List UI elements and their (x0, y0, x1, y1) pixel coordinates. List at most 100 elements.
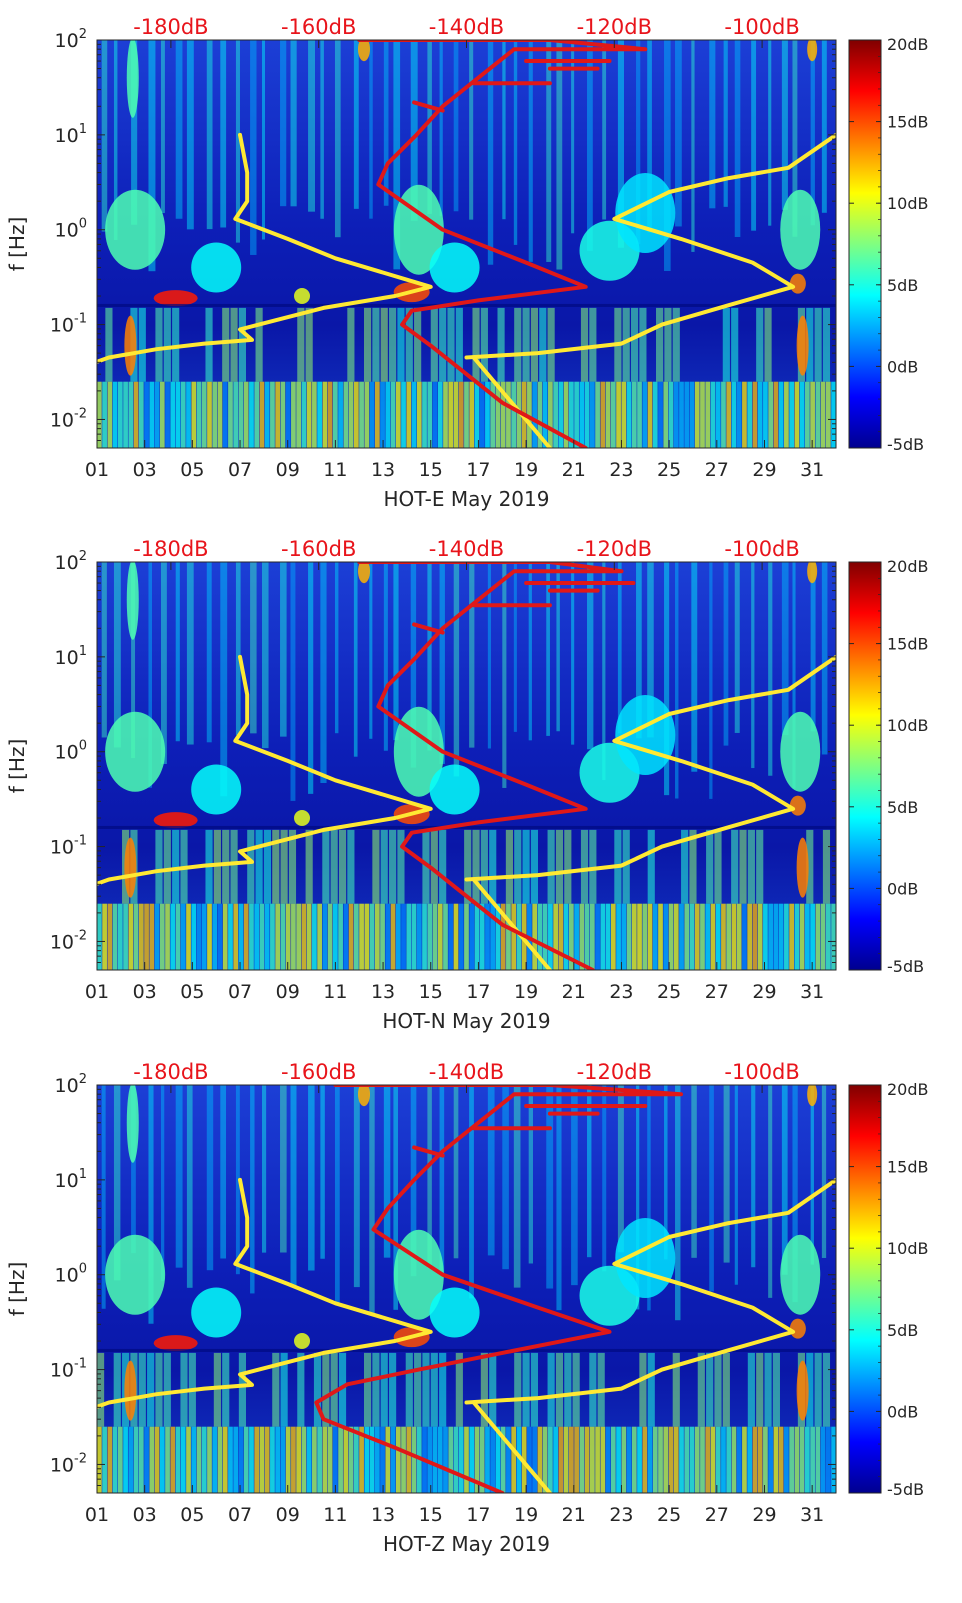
x-tick-label: 17 (466, 459, 490, 481)
colorbar-tick-label: 20dB (887, 35, 929, 54)
red-curve-6 (412, 1145, 445, 1158)
x-tick-label: 13 (371, 1504, 395, 1526)
red-curve-5 (357, 562, 624, 970)
x-tick-label: 01 (85, 459, 109, 481)
panel-1: 10-2 10-1 100 101 102 01 03 05 07 09 11 13 15 17 19 21 2… (5, 15, 929, 511)
y-tick-label: 100 (55, 217, 87, 242)
y-tick-label: 10-1 (50, 312, 87, 337)
x-tick-label: 09 (276, 1504, 300, 1526)
x-tick-label: 07 (228, 459, 252, 481)
panel-3: 10-2 10-1 100 101 102 01 03 05 07 09 11 13 15 17 19 21 2… (5, 1060, 929, 1556)
x-tick-label: 11 (323, 459, 347, 481)
x-tick-label: 19 (514, 459, 538, 481)
x-tick-label: 01 (85, 1504, 109, 1526)
x-tick-label: 29 (752, 981, 776, 1003)
x-tick-label: 21 (562, 981, 586, 1003)
x-tick-label: 29 (752, 1504, 776, 1526)
colorbar-tick-label: 0dB (887, 879, 918, 898)
colorbar-gradient (848, 561, 882, 971)
x-tick-label: 31 (800, 1504, 824, 1526)
colorbar-tick-label: 0dB (887, 1402, 918, 1421)
red-curve-6 (412, 622, 445, 635)
x-tick-label: 05 (180, 981, 204, 1003)
y-tick-label: 101 (55, 122, 87, 147)
x-tick-label: 27 (705, 981, 729, 1003)
x-tick-label: 17 (466, 981, 490, 1003)
top-db-label: -140dB (429, 15, 504, 39)
colorbar-tick-label: 0dB (887, 357, 918, 376)
y-axis-title: f [Hz] (5, 739, 29, 794)
x-tick-label: 17 (466, 1504, 490, 1526)
y-axis-title: f [Hz] (5, 1262, 29, 1317)
colorbar-tick-label: 10dB (887, 716, 929, 735)
y-tick-label: 100 (55, 1262, 87, 1287)
y-tick-label: 10-1 (50, 1357, 87, 1382)
yellow-curve-1 (97, 1177, 433, 1409)
top-db-label: -180dB (133, 1060, 208, 1084)
x-tick-label: 03 (133, 1504, 157, 1526)
top-db-label: -120dB (577, 1060, 652, 1084)
top-db-label: -120dB (577, 537, 652, 561)
colorbar-tick-label: 15dB (887, 635, 929, 654)
colorbar-gradient (848, 39, 882, 449)
y-tick-label: 101 (55, 1167, 87, 1192)
yellow-curve-3 (464, 132, 836, 360)
x-tick-label: 15 (419, 459, 443, 481)
x-tick-label: 23 (609, 1504, 633, 1526)
colorbar-tick-label: 5dB (887, 1321, 918, 1340)
x-tick-label: 31 (800, 981, 824, 1003)
x-axis-title: HOT-N May 2019 (382, 1009, 550, 1033)
x-tick-label: 19 (514, 981, 538, 1003)
top-db-label: -140dB (429, 537, 504, 561)
spectrogram-texture (97, 562, 836, 970)
x-tick-label: 05 (180, 459, 204, 481)
yellow-curve-4 (471, 1400, 552, 1493)
x-tick-label: 25 (657, 1504, 681, 1526)
top-db-label: -180dB (133, 15, 208, 39)
yellow-curve-3 (464, 654, 836, 882)
yellow-curve-1 (97, 654, 433, 886)
x-tick-label: 31 (800, 459, 824, 481)
x-tick-label: 27 (705, 1504, 729, 1526)
colorbar-tick-label: 10dB (887, 1239, 929, 1258)
colorbar-tick-label: 20dB (887, 557, 929, 576)
y-tick-label: 10-1 (50, 834, 87, 859)
x-tick-label: 13 (371, 981, 395, 1003)
red-curve-5 (357, 40, 648, 448)
colorbar-tick-label: -5dB (887, 435, 924, 454)
top-db-label: -100dB (724, 15, 799, 39)
yellow-curve-3 (464, 1177, 836, 1405)
x-tick-label: 25 (657, 981, 681, 1003)
yellow-curve-4 (471, 355, 552, 448)
colorbar: 20dB 15dB 10dB 5dB 0dB -5dB (848, 35, 929, 454)
y-tick-label: 10-2 (50, 1451, 87, 1476)
colorbar-tick-label: 20dB (887, 1080, 929, 1099)
y-tick-label: 102 (55, 549, 87, 574)
x-tick-label: 21 (562, 459, 586, 481)
colorbar-tick-label: 5dB (887, 276, 918, 295)
y-tick-label: 102 (55, 1072, 87, 1097)
yellow-curve-1 (97, 132, 433, 364)
y-axis-title: f [Hz] (5, 217, 29, 272)
yellow-curve-4 (471, 877, 552, 970)
x-axis-title: HOT-E May 2019 (384, 487, 550, 511)
x-tick-label: 21 (562, 1504, 586, 1526)
top-db-label: -120dB (577, 15, 652, 39)
colorbar: 20dB 15dB 10dB 5dB 0dB -5dB (848, 1080, 929, 1499)
top-db-label: -180dB (133, 537, 208, 561)
x-tick-label: 03 (133, 459, 157, 481)
x-tick-label: 09 (276, 981, 300, 1003)
y-tick-label: 102 (55, 27, 87, 52)
x-tick-label: 19 (514, 1504, 538, 1526)
x-tick-label: 11 (323, 981, 347, 1003)
red-curve-5 (314, 1085, 683, 1493)
top-db-label: -160dB (281, 537, 356, 561)
colorbar-tick-label: 15dB (887, 1158, 929, 1177)
top-db-label: -100dB (724, 537, 799, 561)
x-tick-label: 23 (609, 459, 633, 481)
x-tick-label: 09 (276, 459, 300, 481)
x-tick-label: 13 (371, 459, 395, 481)
x-tick-label: 11 (323, 1504, 347, 1526)
